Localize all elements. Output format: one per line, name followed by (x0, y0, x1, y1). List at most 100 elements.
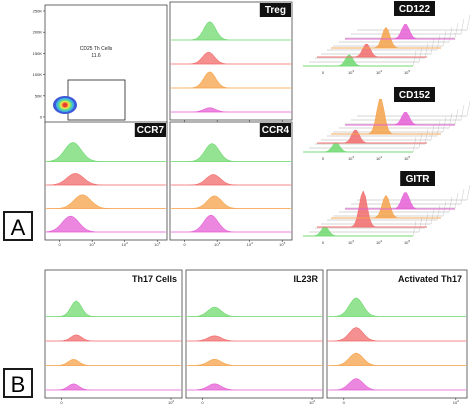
hist-cd122-peak-red (317, 43, 427, 58)
hist-cd122-grid (430, 38, 435, 55)
hist-th17-peak-red (47, 334, 180, 342)
hist-cd122-tick-label: 105 (404, 69, 410, 75)
density-y-tick-label: 150K (33, 51, 43, 56)
hist-gitr-tick-label: 103 (348, 239, 354, 245)
hist-gitr-grid (454, 192, 459, 209)
hist-cd152-grid (436, 120, 441, 137)
hist-cd152-tick-label: 105 (404, 155, 410, 161)
hist-cd152-grid (430, 124, 435, 141)
hist-cd152-title-bg (394, 87, 435, 102)
hist-ccr7-tick-label: 103 (89, 241, 95, 247)
hist-gitr-grid (436, 204, 441, 221)
hist-cd152-grid (466, 100, 471, 117)
hist-th17-peak-magenta (47, 383, 180, 391)
panel-letter-a: A (3, 211, 33, 241)
hist-cd152-title: CD152 (399, 90, 431, 101)
hist-gitr-peak-orange (331, 194, 441, 219)
hist-gitr-grid (412, 220, 417, 237)
hist-gitr-tick-label: 104 (376, 239, 382, 245)
hist-cd152-tick-label: 0 (322, 156, 325, 161)
hist-cd152-tick-label: 103 (348, 155, 354, 161)
hist-gitr-title: GITR (406, 174, 431, 185)
hist-cd122-tick-label: 0 (322, 70, 325, 75)
hist-ccr7-peak-orange (47, 194, 165, 209)
hist-il23r-tick-label: 102 (309, 399, 315, 405)
hist-gitr-grid (442, 200, 447, 217)
hist-il23r-peak-red (188, 335, 321, 342)
hist-gitr-grid (448, 196, 453, 213)
hist-gitr-title-bg (400, 171, 435, 186)
hist-cd152-grid (448, 112, 453, 129)
hist-cd122-grid (418, 46, 423, 63)
gate-label-name: CD25 Th Cells (80, 46, 113, 52)
hist-gitr-peak-red (317, 190, 427, 228)
hist-il23r-peak-magenta (188, 383, 321, 391)
hist-cd122-grid (454, 22, 459, 39)
panel-letter-b: B (3, 368, 33, 398)
density-y-tick-label: 200K (33, 30, 43, 35)
hist-cd122-title-bg (394, 1, 435, 16)
hist-ccr4-tick-label: 0 (184, 242, 187, 247)
hist-cd122-peak-orange (331, 26, 441, 49)
hist-il23r-peak-green (188, 306, 321, 317)
hist-treg-peak-green (172, 21, 290, 41)
hist-il23r-tick-label: 0 (201, 400, 204, 405)
hist-ccr4-frame (169, 121, 293, 241)
hist-ccr4-peak-red (172, 174, 290, 186)
hist-activated-th17-peak-magenta (329, 378, 465, 391)
hist-activated-th17-peak-green (329, 297, 465, 317)
hist-cd152-grid (442, 116, 447, 133)
hist-th17-peak-green (47, 300, 180, 317)
hist-ccr4-peak-orange (172, 195, 290, 209)
hist-cd122-grid (460, 18, 465, 35)
hist-treg-peak-orange (172, 71, 290, 89)
hist-gitr-grid (418, 216, 423, 233)
hist-gitr-grid (466, 184, 471, 201)
hist-ccr7-tick-label: 104 (122, 241, 128, 247)
hist-gitr-grid (430, 208, 435, 225)
hist-cd122-grid (412, 50, 417, 67)
density-y-tick-label: 50K (35, 93, 42, 98)
hist-gitr-peak-magenta (345, 192, 455, 210)
hist-ccr4-tick-label: 104 (247, 241, 253, 247)
hist-ccr4-tick-label: 103 (214, 241, 220, 247)
hist-ccr7-peak-green (46, 142, 165, 162)
hist-th17-title: Th17 Cells (132, 274, 177, 284)
hist-ccr7-peak-magenta (46, 215, 165, 233)
hist-activated-th17-title: Activated Th17 (398, 274, 462, 284)
hist-cd152-peak-orange (331, 99, 441, 135)
hist-cd152-peak-magenta (345, 111, 455, 126)
hist-cd152-grid (460, 104, 465, 121)
hist-gitr-grid (424, 212, 429, 229)
hist-activated-th17-tick-label: 0 (343, 400, 346, 405)
hist-cd122-tick-label: 103 (348, 69, 354, 75)
hist-cd122-title: CD122 (399, 4, 431, 15)
hist-gitr-tick-label: 0 (322, 240, 325, 245)
hist-treg-title-bg (259, 3, 291, 17)
hist-cd122-grid (436, 34, 441, 51)
hist-th17-peak-orange (47, 358, 180, 366)
hist-cd122-peak-green (303, 54, 413, 67)
pseudocolor-density-plot-5 (62, 103, 68, 107)
hist-cd122-grid (466, 14, 471, 31)
hist-cd152-grid (418, 132, 423, 149)
hist-ccr4-tick-label: 105 (279, 241, 285, 247)
hist-activated-th17-peak-orange (329, 352, 465, 366)
hist-th17-tick-label: 0 (60, 400, 63, 405)
hist-ccr4-title: CCR4 (262, 125, 290, 136)
hist-ccr7-tick-label: 0 (59, 242, 62, 247)
hist-activated-th17-peak-red (329, 327, 465, 342)
hist-ccr4-peak-green (172, 143, 290, 162)
hist-cd152-grid (412, 136, 417, 153)
hist-cd152-grid (424, 128, 429, 145)
hist-treg-frame (169, 1, 293, 121)
density-y-tick-label: 250K (33, 9, 43, 14)
hist-cd122-grid (442, 30, 447, 47)
hist-th17-tick-label: 102 (168, 399, 174, 405)
hist-ccr4-title-bg (259, 123, 291, 137)
hist-cd152-peak-green (303, 142, 413, 153)
gate-label-value: 11.6 (91, 53, 101, 59)
hist-ccr7-title: CCR7 (137, 125, 165, 136)
hist-ccr4-peak-magenta (172, 215, 290, 233)
